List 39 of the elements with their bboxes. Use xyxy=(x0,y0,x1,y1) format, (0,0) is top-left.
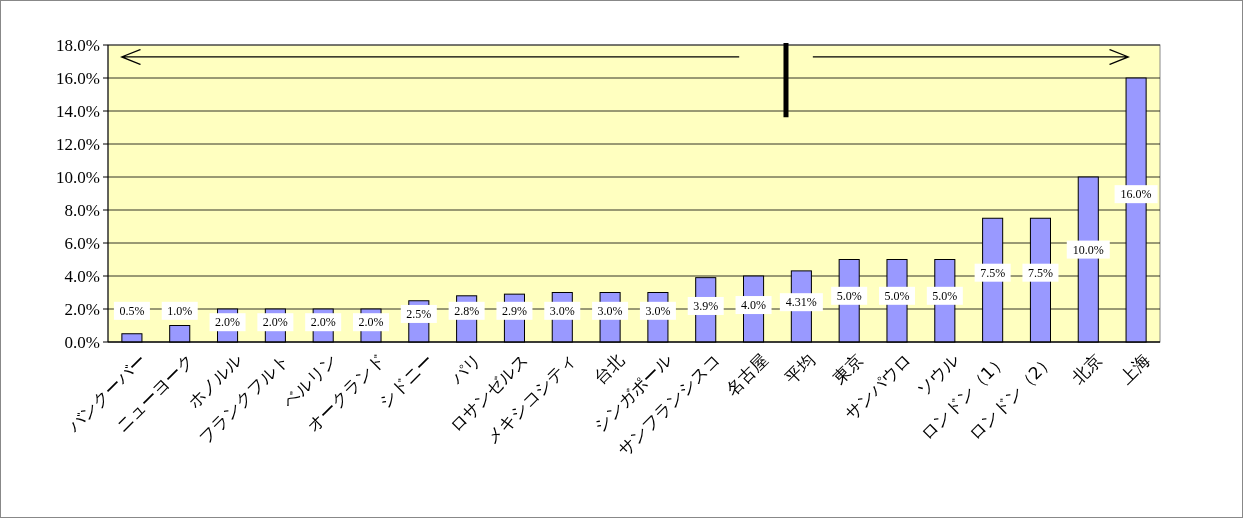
data-label: 2.0% xyxy=(310,315,336,330)
data-label: 2.0% xyxy=(215,315,241,330)
y-tick-label: 14.0% xyxy=(56,102,100,121)
data-label: 16.0% xyxy=(1120,187,1152,202)
y-tick-label: 6.0% xyxy=(64,234,100,253)
x-tick-label: 北京 xyxy=(1067,349,1107,388)
data-label: 2.9% xyxy=(501,303,527,318)
y-tick-label: 12.0% xyxy=(56,135,100,154)
y-tick-label: 10.0% xyxy=(56,168,100,187)
data-label: 3.0% xyxy=(597,303,623,318)
x-tick-label: 名古屋 xyxy=(721,349,772,400)
x-tick-label: パリ xyxy=(445,349,485,389)
x-tick-label: 東京 xyxy=(828,349,868,388)
data-label: 5.0% xyxy=(884,288,910,303)
x-tick-label: 平均 xyxy=(781,349,820,388)
data-label: 2.8% xyxy=(454,303,480,318)
data-label: 4.0% xyxy=(741,298,767,313)
data-label: 3.0% xyxy=(549,303,575,318)
x-tick-label: 台北 xyxy=(589,349,628,388)
y-tick-label: 0.0% xyxy=(64,333,100,352)
y-tick-label: 16.0% xyxy=(56,69,100,88)
y-tick-label: 18.0% xyxy=(56,36,100,55)
data-label: 3.9% xyxy=(693,298,719,313)
data-label: 2.5% xyxy=(406,306,432,321)
data-label: 0.5% xyxy=(119,303,145,318)
y-tick-label: 4.0% xyxy=(64,267,100,286)
x-tick-label: 上海 xyxy=(1115,349,1154,388)
data-label: 7.5% xyxy=(1027,265,1053,280)
data-label: 10.0% xyxy=(1072,242,1104,257)
data-label: 7.5% xyxy=(980,265,1006,280)
data-label: 5.0% xyxy=(932,288,958,303)
y-tick-label: 2.0% xyxy=(64,300,100,319)
data-label: 4.31% xyxy=(785,295,817,310)
data-label: 3.0% xyxy=(645,303,671,318)
data-label: 2.0% xyxy=(358,315,384,330)
y-tick-label: 8.0% xyxy=(64,201,100,220)
data-label: 2.0% xyxy=(262,315,288,330)
data-label: 1.0% xyxy=(167,303,193,318)
data-label: 5.0% xyxy=(836,288,862,303)
